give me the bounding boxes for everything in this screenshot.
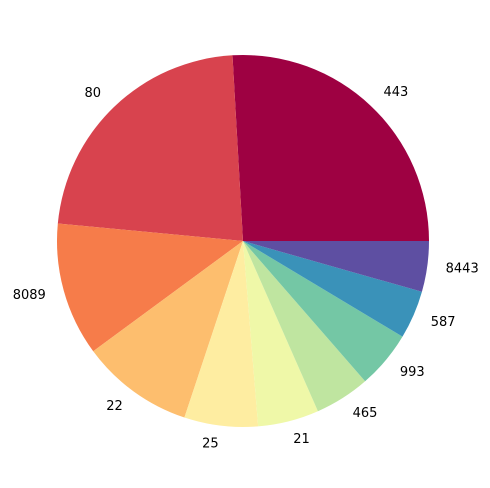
slice-label: 25 xyxy=(202,437,219,452)
pie-slice xyxy=(243,241,403,382)
slice-label: 465 xyxy=(353,406,378,421)
pie-slice xyxy=(243,241,429,292)
slice-label: 993 xyxy=(400,365,425,380)
pie-slice xyxy=(243,241,318,427)
pie-slice xyxy=(56,223,243,352)
pie-slice xyxy=(184,241,259,427)
slice-label: 587 xyxy=(431,315,456,330)
pie-slice xyxy=(243,241,422,337)
pie-slice xyxy=(243,241,366,412)
slice-label: 21 xyxy=(293,432,310,447)
slice-label: 22 xyxy=(106,399,123,414)
slice-label: 8443 xyxy=(446,262,479,277)
pie-slice xyxy=(232,54,429,241)
slice-label: 80 xyxy=(85,86,102,101)
slice-label: 443 xyxy=(384,85,409,100)
pie-slice xyxy=(57,55,244,242)
pie-slice xyxy=(93,241,243,418)
slice-label: 8089 xyxy=(13,288,46,303)
